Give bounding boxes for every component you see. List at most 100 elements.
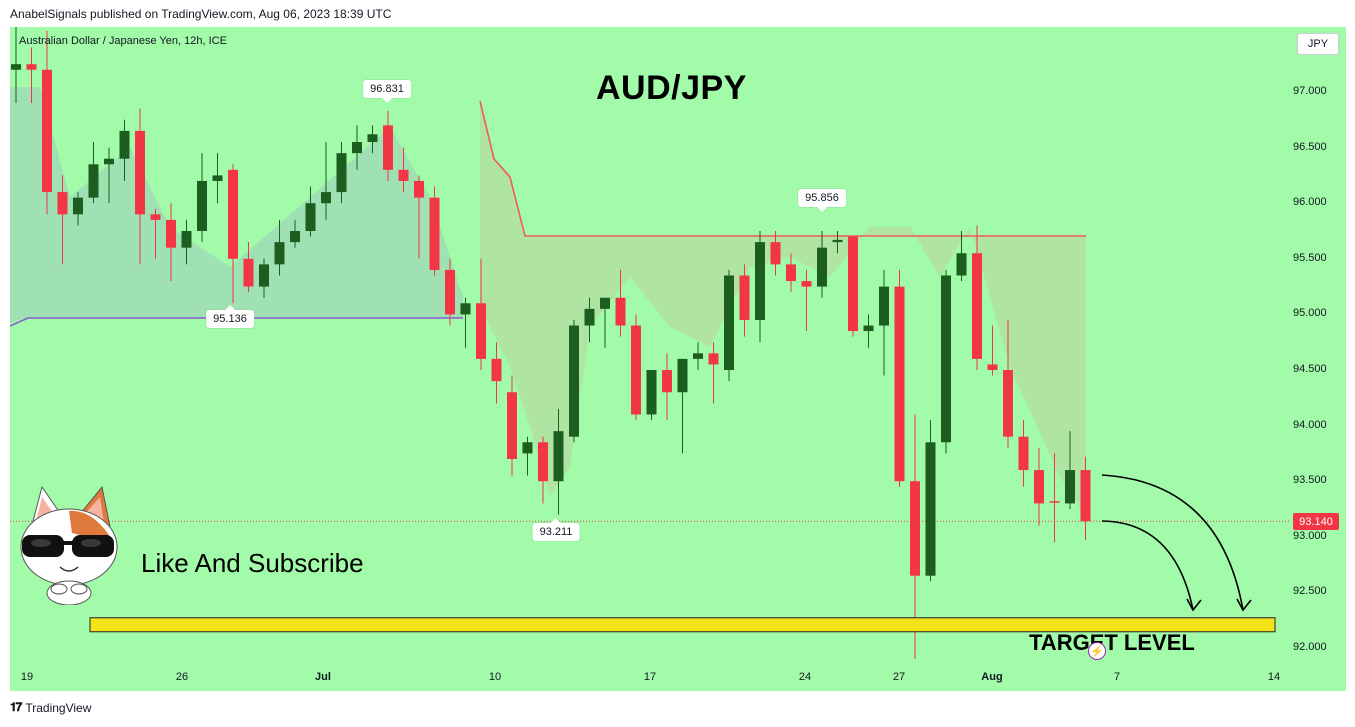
price-tick-label: 96.000 <box>1293 196 1327 209</box>
candle-body <box>910 481 920 576</box>
target-level-band <box>89 617 1276 633</box>
price-tick-label: 92.500 <box>1293 585 1327 598</box>
last-price-tag: 93.140 <box>1293 513 1339 530</box>
candle-body <box>352 142 362 154</box>
candle-body <box>631 325 641 415</box>
time-tick-label: 17 <box>643 671 657 683</box>
candle-body <box>708 353 719 365</box>
candle-body <box>445 269 455 315</box>
candle-body <box>755 242 765 320</box>
candle-body <box>429 197 440 270</box>
candle-body <box>956 253 967 276</box>
candlestick-chart[interactable] <box>10 27 1346 691</box>
candle-body <box>321 192 331 204</box>
candle-body <box>1049 501 1060 503</box>
candle-body <box>259 264 269 287</box>
candle-body <box>166 219 176 248</box>
candle-body <box>135 130 145 215</box>
candle-body <box>879 286 889 326</box>
candle-body <box>832 239 843 243</box>
price-tick-label: 94.000 <box>1293 418 1327 431</box>
candle-body <box>646 370 657 415</box>
footer-brand: TradingView <box>25 700 92 715</box>
candle-body <box>786 264 796 282</box>
candle-body <box>848 236 858 332</box>
candle-body <box>987 364 998 370</box>
currency-button[interactable]: JPY <box>1297 33 1339 55</box>
time-tick-label: 10 <box>488 671 502 683</box>
candle-body <box>383 125 393 170</box>
chart-pane[interactable]: Australian Dollar / Japanese Yen, 12h, I… <box>10 27 1346 691</box>
candle-body <box>1003 370 1013 437</box>
candle-body <box>11 64 21 70</box>
candle-body <box>88 164 99 198</box>
price-tick-label: 93.000 <box>1293 529 1327 542</box>
candle-body <box>57 192 68 215</box>
time-tick-label: 14 <box>1267 671 1281 683</box>
tradingview-logo-icon: 𝟏𝟕 <box>10 700 22 714</box>
candle-body <box>600 297 610 309</box>
candle-body <box>569 325 579 437</box>
target-level-label: TARGET LEVEL <box>1029 630 1195 655</box>
candle-body <box>693 353 703 359</box>
candle-body <box>119 130 130 159</box>
candle-body <box>1080 470 1091 522</box>
candle-body <box>972 253 982 359</box>
low-marker-93211: 93.211 <box>532 518 580 541</box>
price-tick-label: 95.000 <box>1293 307 1327 320</box>
candle-body <box>553 431 564 482</box>
symbol-info: Australian Dollar / Japanese Yen, 12h, I… <box>19 35 227 47</box>
candle-body <box>274 242 285 265</box>
candle-body <box>925 442 936 576</box>
candle-body <box>26 64 37 70</box>
lightning-icon[interactable]: ⚡ <box>1088 642 1106 660</box>
price-tick-label: 93.500 <box>1293 474 1327 487</box>
candle-body <box>615 297 626 326</box>
area-fill-right <box>480 101 1086 517</box>
support-line <box>10 317 463 327</box>
cat-mascot-icon <box>20 485 118 605</box>
candle-body <box>941 275 951 443</box>
subscribe-text: Like And Subscribe <box>141 548 364 578</box>
candle-body <box>770 242 781 265</box>
candle-body <box>42 69 52 193</box>
price-tick-label: 94.500 <box>1293 363 1327 375</box>
candle-body <box>817 247 827 287</box>
time-tick-label: Aug <box>981 671 1003 683</box>
time-tick-label: 7 <box>1113 671 1121 683</box>
candle-body <box>228 169 238 259</box>
candle-body <box>677 358 688 393</box>
area-fill-left <box>10 87 463 323</box>
candle-body <box>150 214 161 220</box>
candle-body <box>538 442 548 482</box>
publish-info: AnabelSignals published on TradingView.c… <box>10 7 392 21</box>
candle-body <box>305 203 316 231</box>
candle-body <box>460 303 471 315</box>
candle-body <box>336 153 347 193</box>
candle-body <box>73 197 83 215</box>
price-tick-label: 92.000 <box>1293 641 1327 653</box>
time-tick-label: 24 <box>798 671 812 683</box>
candle-body <box>414 180 424 198</box>
candle-body <box>367 134 378 143</box>
high-marker-96831: 96.831 <box>363 80 411 103</box>
candle-body <box>181 231 192 248</box>
candle-body <box>290 231 300 243</box>
price-tick-label: 96.500 <box>1293 140 1327 153</box>
candle-body <box>507 392 517 459</box>
candle-body <box>197 180 207 231</box>
candle-body <box>104 158 114 165</box>
candle-body <box>584 308 595 326</box>
time-tick-label: 26 <box>175 671 189 683</box>
tradingview-footer[interactable]: 𝟏𝟕 TradingView <box>10 700 91 715</box>
candle-body <box>724 275 734 370</box>
time-tick-label: 27 <box>892 671 906 683</box>
candle-body <box>894 286 905 482</box>
price-tick-label: 95.500 <box>1293 251 1327 264</box>
low-marker-95136: 95.136 <box>206 305 254 328</box>
forecast-arrow-2 <box>1101 520 1194 611</box>
candle-body <box>491 358 502 382</box>
price-tick-label: 97.000 <box>1293 85 1327 97</box>
forecast-arrowhead-2 <box>1186 598 1202 612</box>
candle-body <box>1065 470 1075 504</box>
